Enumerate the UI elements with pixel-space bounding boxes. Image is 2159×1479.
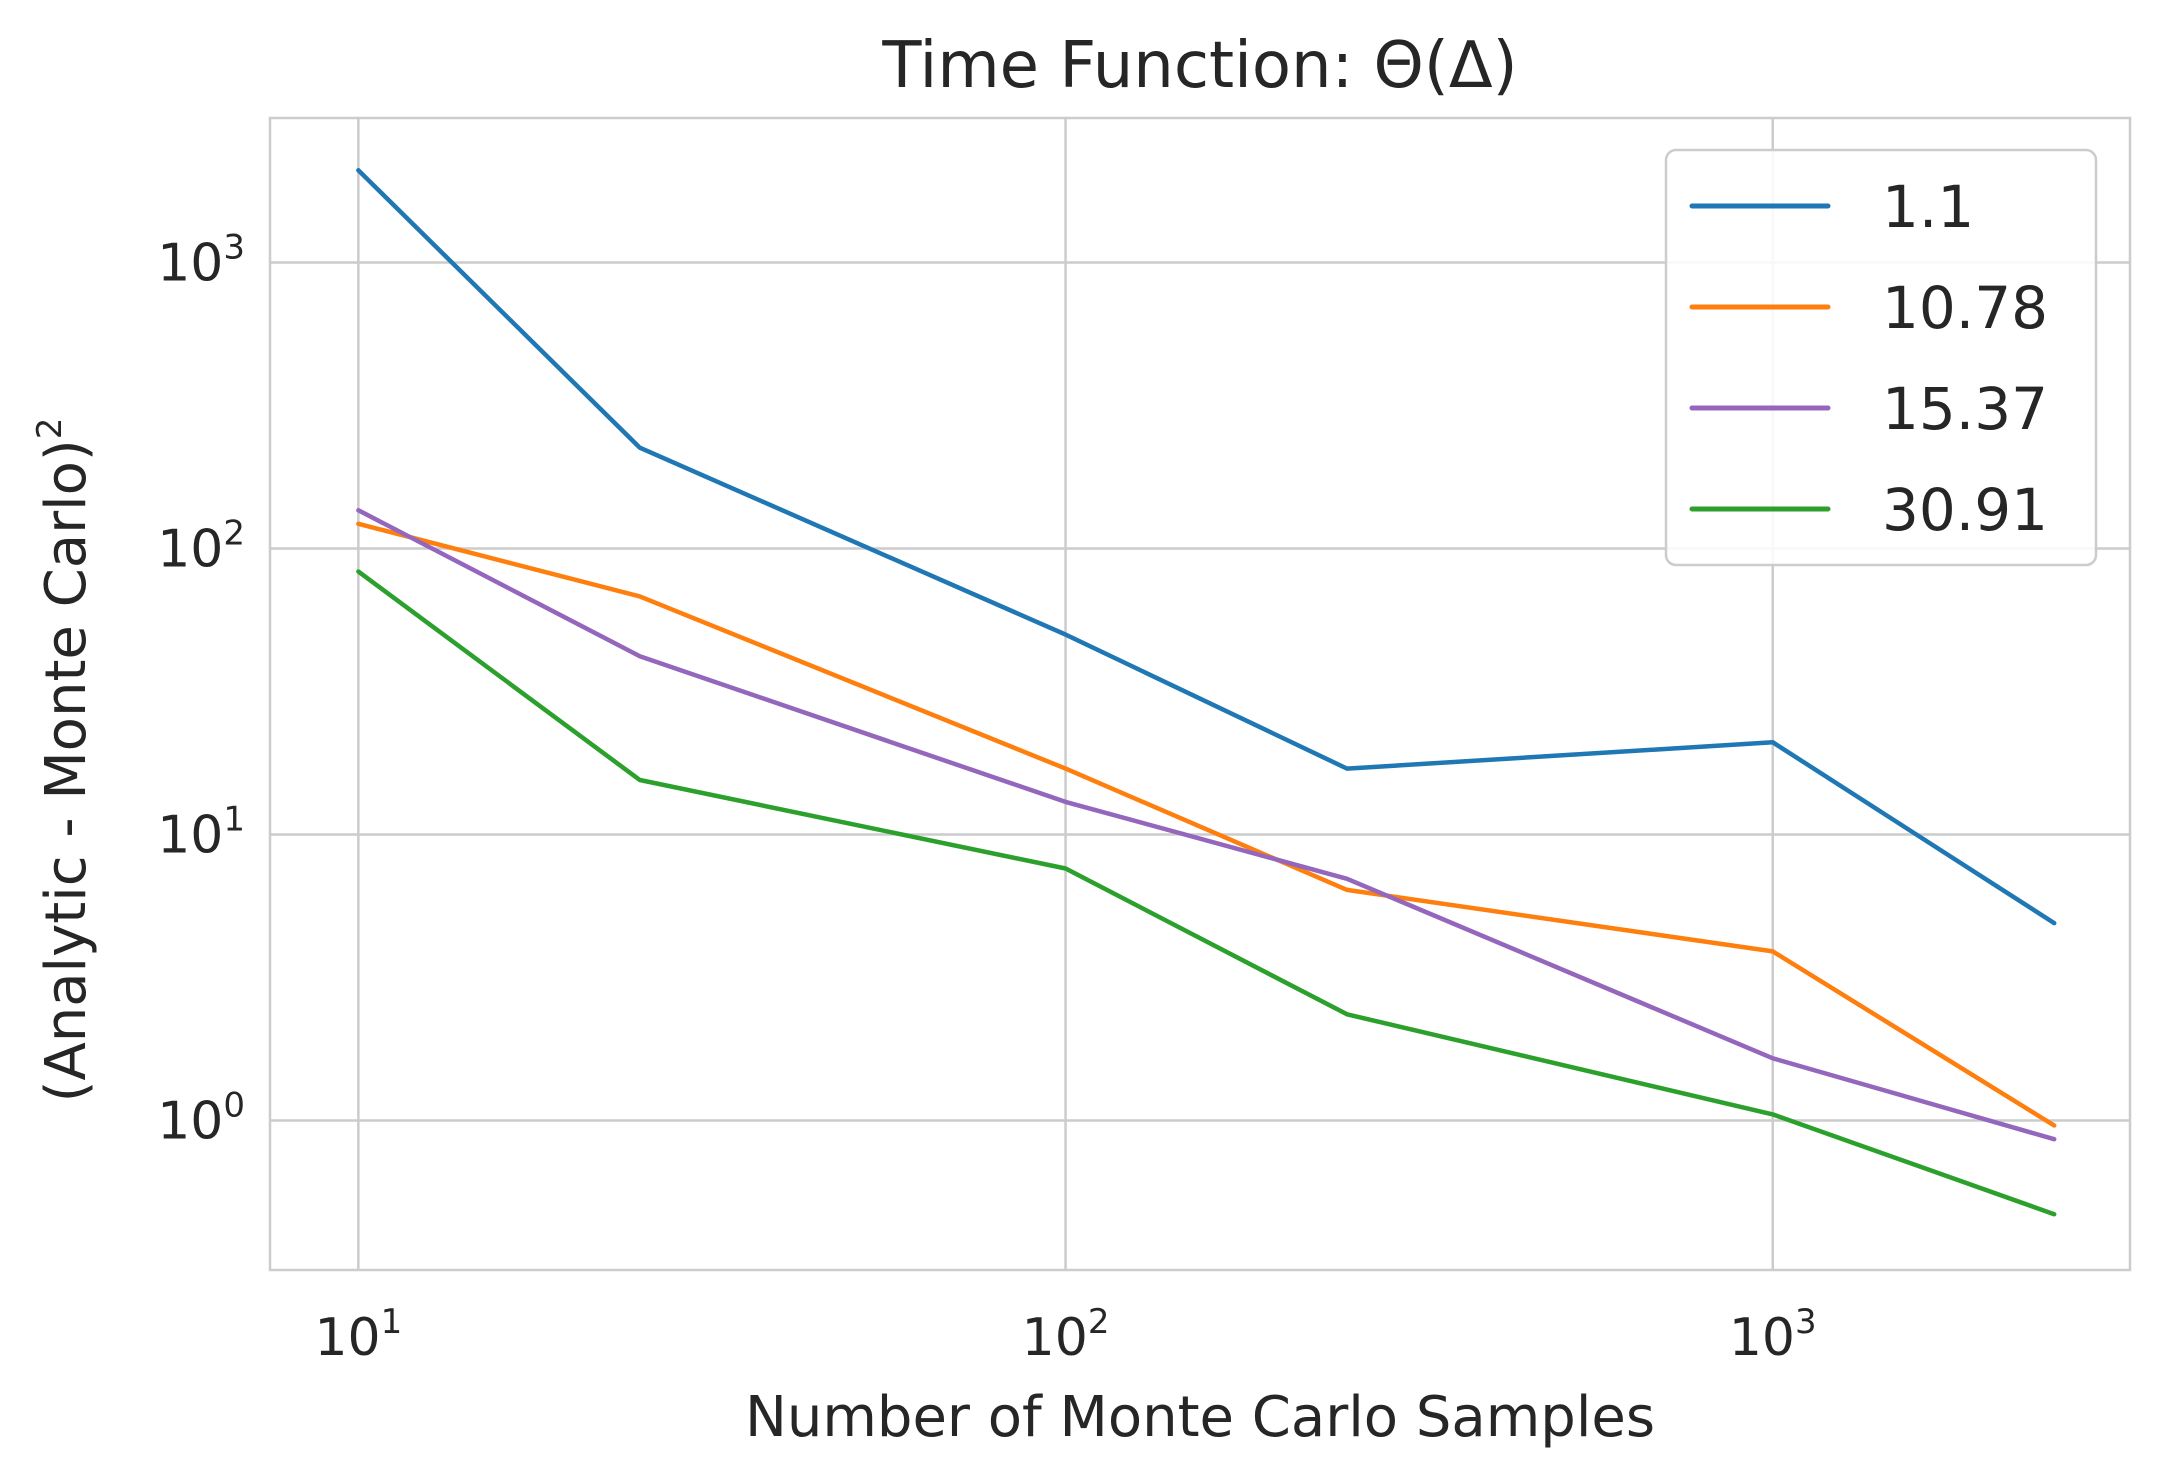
legend-label: 10.78: [1882, 274, 2048, 342]
series-line-15-37: [356, 508, 2057, 1142]
x-tick-base: 10: [314, 1308, 380, 1368]
y-tick-exponent: 2: [223, 513, 245, 553]
x-axis-label: Number of Monte Carlo Samples: [745, 1385, 1655, 1450]
y-tick-exponent: 0: [223, 1085, 245, 1125]
y-tick-label: 100: [157, 1085, 245, 1151]
y-tick-label: 102: [157, 513, 245, 579]
series-lines: [356, 168, 2057, 1217]
y-tick-base: 10: [157, 805, 223, 865]
y-tick-exponent: 3: [223, 227, 245, 267]
series-line-10-78: [356, 521, 2057, 1128]
y-tick-label: 103: [157, 227, 245, 293]
y-axis-label-superscript: 2: [30, 418, 70, 440]
plot-frame: [268, 116, 2132, 1272]
x-tick-exponent: 1: [381, 1302, 403, 1342]
y-tick-base: 10: [157, 233, 223, 293]
x-tick-base: 10: [1022, 1308, 1088, 1368]
legend-label: 30.91: [1882, 476, 2048, 544]
y-axis-label: (Analytic - Monte Carlo)2: [30, 418, 99, 1103]
chart-title: Time Function: Θ(Δ): [881, 29, 1517, 103]
legend-items: 1.1 10.78 15.37 30.91: [1689, 173, 2048, 544]
y-tick-base: 10: [157, 1091, 223, 1151]
x-tick-base: 10: [1729, 1308, 1795, 1368]
y-axis-label-text: (Analytic - Monte Carlo): [34, 439, 99, 1102]
legend: 1.1 10.78 15.37 30.91: [1664, 148, 2098, 567]
y-tick-label: 101: [157, 799, 245, 865]
legend-label: 1.1: [1882, 173, 1974, 241]
x-tick-exponent: 3: [1795, 1302, 1817, 1342]
y-tick-exponent: 1: [223, 799, 245, 839]
legend-label: 15.37: [1882, 375, 2048, 443]
x-tick-label: 101: [314, 1302, 402, 1368]
legend-box: [1664, 148, 2098, 567]
x-tick-label: 102: [1022, 1302, 1110, 1368]
series-line-30-91: [356, 569, 2057, 1217]
series-line-1-1: [356, 168, 2057, 926]
y-tick-base: 10: [157, 519, 223, 579]
x-tick-label: 103: [1729, 1302, 1817, 1368]
x-tick-exponent: 2: [1088, 1302, 1110, 1342]
